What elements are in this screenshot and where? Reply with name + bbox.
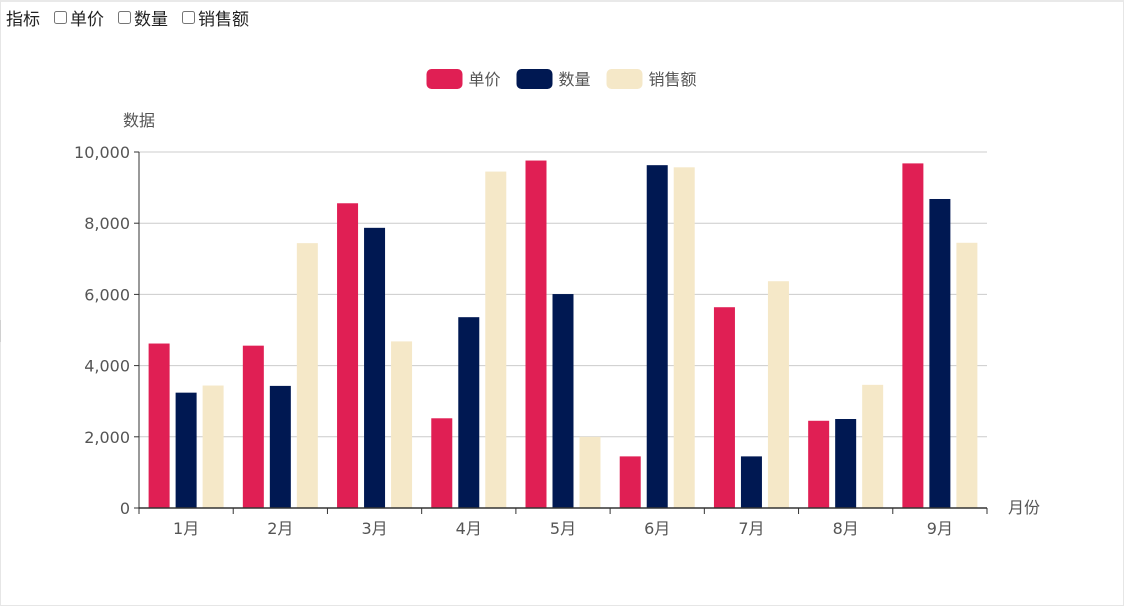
bar[interactable] <box>862 384 884 508</box>
legend-label[interactable]: 单价 <box>469 70 501 89</box>
bar[interactable] <box>391 341 413 508</box>
bar[interactable] <box>269 385 291 508</box>
bar[interactable] <box>458 317 480 508</box>
x-tick-label: 5月 <box>550 519 576 538</box>
quantity-checkbox[interactable] <box>118 10 131 24</box>
unit-price-checkbox[interactable] <box>54 10 67 24</box>
bar[interactable] <box>431 418 453 508</box>
y-tick-label: 8,000 <box>84 214 130 233</box>
bar[interactable] <box>552 294 574 508</box>
bar[interactable] <box>646 165 668 508</box>
bar[interactable] <box>619 456 641 508</box>
y-tick-label: 0 <box>120 499 130 518</box>
filter-option-quantity[interactable]: 数量 <box>118 5 168 30</box>
bar[interactable] <box>673 167 695 509</box>
sales-option-label: 销售额 <box>198 9 249 30</box>
bar[interactable] <box>202 385 224 508</box>
x-axis-label: 月份 <box>1008 498 1040 517</box>
x-tick-label: 4月 <box>456 519 482 538</box>
y-tick-label: 4,000 <box>84 357 130 376</box>
bar[interactable] <box>485 171 507 508</box>
unit-price-option-label: 单价 <box>70 9 104 30</box>
y-tick-label: 2,000 <box>84 428 130 447</box>
legend-swatch[interactable] <box>516 69 553 89</box>
bar[interactable] <box>525 160 547 508</box>
indicator-filter: 指标 单价 数量 销售额 <box>6 4 263 30</box>
quantity-option-label: 数量 <box>134 9 168 30</box>
bar[interactable] <box>956 242 978 508</box>
x-tick-label: 3月 <box>361 519 387 538</box>
bar[interactable] <box>808 420 830 508</box>
legend-label[interactable]: 数量 <box>559 70 591 89</box>
bar[interactable] <box>296 243 318 509</box>
bar[interactable] <box>579 436 601 508</box>
sales-checkbox[interactable] <box>182 10 195 24</box>
x-tick-label: 6月 <box>644 519 670 538</box>
bar[interactable] <box>740 456 762 508</box>
x-tick-label: 1月 <box>173 519 199 538</box>
x-tick-label: 9月 <box>927 519 953 538</box>
bar[interactable] <box>337 203 359 508</box>
legend-swatch[interactable] <box>426 69 463 89</box>
filter-option-unit-price[interactable]: 单价 <box>54 5 104 30</box>
filter-label: 指标 <box>6 9 40 30</box>
bar[interactable] <box>929 198 951 508</box>
x-tick-label: 2月 <box>267 519 293 538</box>
bar[interactable] <box>242 345 264 508</box>
x-tick-label: 8月 <box>833 519 859 538</box>
x-tick-label: 7月 <box>738 519 764 538</box>
resize-handle[interactable] <box>0 320 5 342</box>
bar[interactable] <box>175 392 197 508</box>
bar[interactable] <box>148 343 170 508</box>
bar[interactable] <box>902 163 924 508</box>
bar[interactable] <box>364 227 386 508</box>
filter-option-sales[interactable]: 销售额 <box>182 5 249 30</box>
y-tick-label: 6,000 <box>84 285 130 304</box>
legend-swatch[interactable] <box>606 69 643 89</box>
y-tick-label: 10,000 <box>74 143 130 162</box>
legend-label[interactable]: 销售额 <box>649 70 697 89</box>
bar[interactable] <box>767 281 789 508</box>
y-axis-label: 数据 <box>123 111 155 130</box>
bar[interactable] <box>835 419 857 508</box>
bar[interactable] <box>713 307 735 508</box>
